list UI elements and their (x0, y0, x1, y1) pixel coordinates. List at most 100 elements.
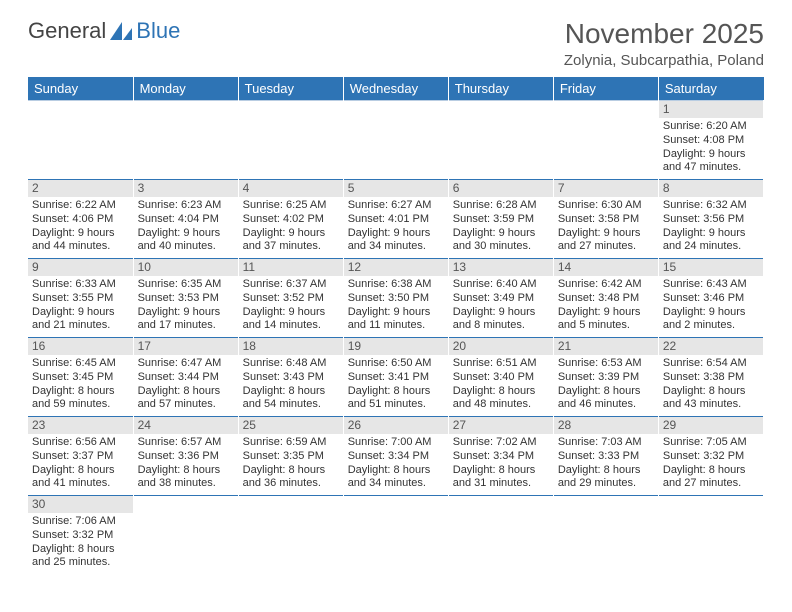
day-number: 29 (659, 417, 763, 434)
title-block: November 2025 Zolynia, Subcarpathia, Pol… (564, 18, 764, 69)
calendar-cell: 10 Sunrise: 6:35 AMSunset: 3:53 PMDayligh… (133, 259, 238, 338)
day-number: 30 (28, 496, 133, 513)
day-details: Sunrise: 6:54 AMSunset: 3:38 PMDaylight:… (663, 357, 759, 412)
day-number: 21 (554, 338, 658, 355)
day-number: 27 (449, 417, 553, 434)
calendar-cell (553, 496, 658, 575)
day-number: 10 (134, 259, 238, 276)
day-number: 2 (28, 180, 133, 197)
calendar-cell: 7 Sunrise: 6:30 AMSunset: 3:58 PMDaylight… (553, 180, 658, 259)
calendar-cell: 5Sunrise: 6:27 AMSunset: 4:01 PMDaylight… (343, 180, 448, 259)
day-details: Sunrise: 6:51 AMSunset: 3:40 PMDaylight:… (453, 357, 549, 412)
day-header: Monday (133, 77, 238, 101)
day-details: Sunrise: 6:37 AMSunset: 3:52 PMDaylight:… (243, 278, 339, 333)
day-number: 15 (659, 259, 763, 276)
day-number: 14 (554, 259, 658, 276)
day-number: 17 (134, 338, 238, 355)
calendar-body: 1Sunrise: 6:20 AMSunset: 4:08 PMDaylight… (28, 101, 764, 575)
day-details: Sunrise: 6:47 AMSunset: 3:44 PMDaylight:… (138, 357, 234, 412)
calendar-cell (133, 101, 238, 180)
day-number: 4 (239, 180, 343, 197)
day-header-row: SundayMondayTuesdayWednesdayThursdayFrid… (28, 77, 764, 101)
calendar-row: 2 Sunrise: 6:22 AMSunset: 4:06 PMDaylight… (28, 180, 764, 259)
sail-icon (108, 20, 134, 42)
day-details: Sunrise: 6:59 AMSunset: 3:35 PMDaylight:… (243, 436, 339, 491)
calendar-cell (658, 496, 763, 575)
day-details: Sunrise: 7:03 AMSunset: 3:33 PMDaylight:… (558, 436, 654, 491)
calendar-cell: 8 Sunrise: 6:32 AMSunset: 3:56 PMDaylight… (658, 180, 763, 259)
calendar-cell: 15Sunrise: 6:43 AMSunset: 3:46 PMDayligh… (658, 259, 763, 338)
day-details: Sunrise: 6:30 AMSunset: 3:58 PMDaylight:… (558, 199, 654, 254)
day-details: Sunrise: 6:56 AMSunset: 3:37 PMDaylight:… (32, 436, 129, 491)
day-number: 20 (449, 338, 553, 355)
day-details: Sunrise: 6:20 AMSunset: 4:08 PMDaylight:… (663, 120, 759, 175)
calendar-row: 16Sunrise: 6:45 AMSunset: 3:45 PMDayligh… (28, 338, 764, 417)
day-number: 19 (344, 338, 448, 355)
day-number: 23 (28, 417, 133, 434)
day-number: 26 (344, 417, 448, 434)
calendar-cell: 13Sunrise: 6:40 AMSunset: 3:49 PMDayligh… (448, 259, 553, 338)
calendar-row: 1Sunrise: 6:20 AMSunset: 4:08 PMDaylight… (28, 101, 764, 180)
logo: General Blue (28, 18, 180, 44)
calendar-cell: 18Sunrise: 6:48 AMSunset: 3:43 PMDayligh… (238, 338, 343, 417)
calendar-cell: 29 Sunrise: 7:05 AMSunset: 3:32 PMDayligh… (658, 417, 763, 496)
day-number: 12 (344, 259, 448, 276)
day-details: Sunrise: 6:53 AMSunset: 3:39 PMDaylight:… (558, 357, 654, 412)
day-header: Thursday (448, 77, 553, 101)
page-title: November 2025 (564, 18, 764, 50)
calendar-cell: 24Sunrise: 6:57 AMSunset: 3:36 PMDayligh… (133, 417, 238, 496)
day-number: 6 (449, 180, 553, 197)
day-details: Sunrise: 6:22 AMSunset: 4:06 PMDaylight:… (32, 199, 129, 254)
day-details: Sunrise: 7:05 AMSunset: 3:32 PMDaylight:… (663, 436, 759, 491)
calendar-cell: 14 Sunrise: 6:42 AMSunset: 3:48 PMDayligh… (553, 259, 658, 338)
day-header: Wednesday (343, 77, 448, 101)
calendar-cell (238, 496, 343, 575)
day-details: Sunrise: 6:28 AMSunset: 3:59 PMDaylight:… (453, 199, 549, 254)
day-details: Sunrise: 6:40 AMSunset: 3:49 PMDaylight:… (453, 278, 549, 333)
calendar-cell (448, 496, 553, 575)
calendar-cell: 22 Sunrise: 6:54 AMSunset: 3:38 PMDayligh… (658, 338, 763, 417)
calendar-cell: 28 Sunrise: 7:03 AMSunset: 3:33 PMDayligh… (553, 417, 658, 496)
day-number: 8 (659, 180, 763, 197)
day-details: Sunrise: 7:06 AMSunset: 3:32 PMDaylight:… (32, 515, 129, 570)
day-number: 28 (554, 417, 658, 434)
day-details: Sunrise: 6:32 AMSunset: 3:56 PMDaylight:… (663, 199, 759, 254)
calendar-cell: 30 Sunrise: 7:06 AMSunset: 3:32 PMDayligh… (28, 496, 133, 575)
day-details: Sunrise: 6:50 AMSunset: 3:41 PMDaylight:… (348, 357, 444, 412)
day-number: 25 (239, 417, 343, 434)
day-number: 9 (28, 259, 133, 276)
calendar-cell: 11Sunrise: 6:37 AMSunset: 3:52 PMDayligh… (238, 259, 343, 338)
calendar-cell: 6 Sunrise: 6:28 AMSunset: 3:59 PMDaylight… (448, 180, 553, 259)
calendar-cell (238, 101, 343, 180)
calendar-cell: 17 Sunrise: 6:47 AMSunset: 3:44 PMDayligh… (133, 338, 238, 417)
calendar-cell: 20 Sunrise: 6:51 AMSunset: 3:40 PMDayligh… (448, 338, 553, 417)
calendar-cell: 9 Sunrise: 6:33 AMSunset: 3:55 PMDaylight… (28, 259, 133, 338)
day-details: Sunrise: 7:02 AMSunset: 3:34 PMDaylight:… (453, 436, 549, 491)
day-details: Sunrise: 6:33 AMSunset: 3:55 PMDaylight:… (32, 278, 129, 333)
calendar-cell (343, 101, 448, 180)
day-header: Friday (553, 77, 658, 101)
calendar-cell: 12 Sunrise: 6:38 AMSunset: 3:50 PMDayligh… (343, 259, 448, 338)
day-header: Sunday (28, 77, 133, 101)
header: General Blue November 2025 Zolynia, Subc… (28, 18, 764, 69)
logo-text-blue: Blue (136, 18, 180, 44)
calendar-cell (343, 496, 448, 575)
calendar-cell: 1Sunrise: 6:20 AMSunset: 4:08 PMDaylight… (658, 101, 763, 180)
day-number: 5 (344, 180, 448, 197)
day-details: Sunrise: 6:35 AMSunset: 3:53 PMDaylight:… (138, 278, 234, 333)
day-details: Sunrise: 6:42 AMSunset: 3:48 PMDaylight:… (558, 278, 654, 333)
calendar-row: 30 Sunrise: 7:06 AMSunset: 3:32 PMDayligh… (28, 496, 764, 575)
day-number: 7 (554, 180, 658, 197)
day-number: 16 (28, 338, 133, 355)
calendar-cell: 4Sunrise: 6:25 AMSunset: 4:02 PMDaylight… (238, 180, 343, 259)
calendar-cell: 21 Sunrise: 6:53 AMSunset: 3:39 PMDayligh… (553, 338, 658, 417)
calendar-cell (448, 101, 553, 180)
calendar-cell (133, 496, 238, 575)
day-number: 22 (659, 338, 763, 355)
day-header: Tuesday (238, 77, 343, 101)
day-details: Sunrise: 6:38 AMSunset: 3:50 PMDaylight:… (348, 278, 444, 333)
calendar-row: 9 Sunrise: 6:33 AMSunset: 3:55 PMDaylight… (28, 259, 764, 338)
day-details: Sunrise: 6:48 AMSunset: 3:43 PMDaylight:… (243, 357, 339, 412)
calendar-cell: 16Sunrise: 6:45 AMSunset: 3:45 PMDayligh… (28, 338, 133, 417)
calendar-cell: 3Sunrise: 6:23 AMSunset: 4:04 PMDaylight… (133, 180, 238, 259)
